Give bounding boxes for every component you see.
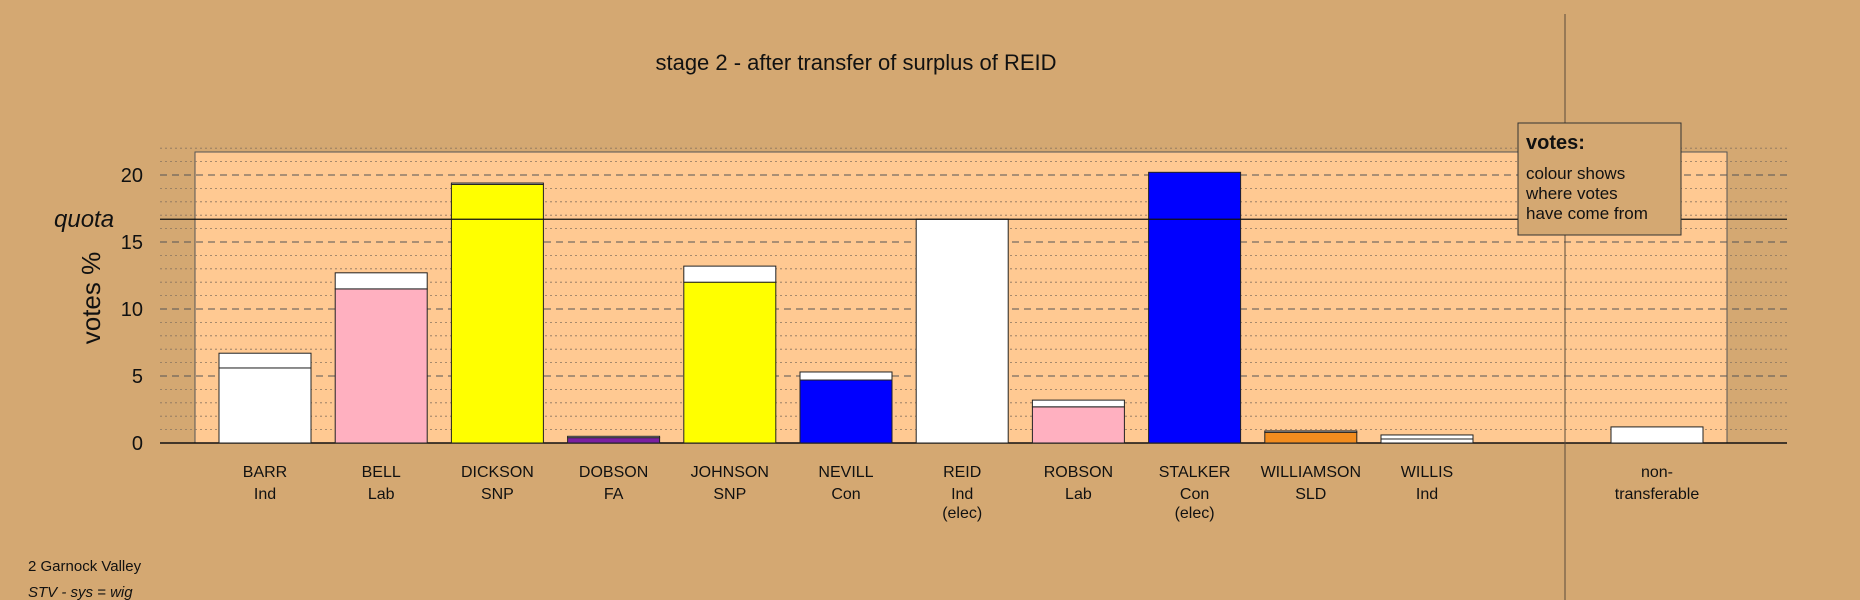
bar-first-preference — [915, 218, 1009, 444]
candidate-name: REID — [943, 464, 981, 481]
legend-box: votes: colour shows where votes have com… — [1517, 122, 1682, 236]
bar-transfer-segment — [1031, 399, 1125, 408]
legend-frame — [1517, 122, 1682, 236]
grid-lines — [160, 147, 1787, 431]
bar-non-transferable — [1610, 426, 1704, 444]
bar-first-preference — [450, 183, 544, 444]
bar-first-preference — [334, 288, 428, 444]
bar-transfer-segment — [1380, 434, 1474, 440]
y-axis-label: votes % — [76, 252, 106, 345]
bar-first-preference — [1031, 406, 1125, 444]
candidate-party: SNP — [481, 486, 514, 503]
candidate-party: Lab — [368, 486, 395, 503]
candidate-party: Con — [1180, 486, 1209, 503]
candidate-name: WILLIS — [1401, 464, 1453, 481]
y-tick-label: 15 — [121, 232, 143, 254]
y-tick-label: 10 — [121, 299, 143, 321]
candidate-party: Ind — [951, 486, 973, 503]
non-transferable-label: non- — [1641, 464, 1673, 481]
candidate-name: WILLIAMSON — [1261, 464, 1361, 481]
candidate-status: (elec) — [1175, 505, 1215, 522]
non-transferable-label: transferable — [1615, 486, 1700, 503]
y-tick-label: 0 — [132, 433, 143, 455]
y-tick-label: 20 — [121, 165, 143, 187]
legend-line: where votes — [1525, 184, 1618, 203]
candidate-party: SNP — [713, 486, 746, 503]
candidate-name: ROBSON — [1044, 464, 1113, 481]
bar-transfer-segment — [683, 265, 777, 283]
bar-first-preference — [567, 437, 661, 444]
candidate-party: Lab — [1065, 486, 1092, 503]
candidate-party: Ind — [254, 486, 276, 503]
candidate-name: DOBSON — [579, 464, 648, 481]
ward-name: 2 Garnock Valley — [28, 558, 142, 575]
candidate-name: NEVILL — [818, 464, 873, 481]
bar-first-preference — [1148, 171, 1242, 444]
bar-transfer-segment — [567, 435, 661, 439]
y-tick-label: 5 — [132, 366, 143, 388]
chart-title: stage 2 - after transfer of surplus of R… — [655, 50, 1056, 75]
candidate-name: BARR — [243, 464, 287, 481]
quota-label: quota — [54, 206, 114, 233]
bar-first-preference — [683, 281, 777, 444]
bar-first-preference — [218, 367, 312, 444]
candidate-name: DICKSON — [461, 464, 534, 481]
system-note: STV - sys = wig — [28, 584, 133, 600]
bars — [218, 171, 1704, 444]
bar-transfer-segment — [218, 352, 312, 369]
candidate-party: Ind — [1416, 486, 1438, 503]
bar-first-preference — [1380, 438, 1474, 444]
bar-transfer-segment — [334, 272, 428, 290]
candidate-party: SLD — [1295, 486, 1326, 503]
bar-first-preference — [1264, 431, 1358, 444]
candidate-party: FA — [604, 486, 624, 503]
category-labels: BARR Ind BELL Lab DICKSON SNP DOBSON FA JOHNSON S… — [243, 464, 1700, 522]
candidate-party: Con — [831, 486, 860, 503]
candidate-name: JOHNSON — [691, 464, 769, 481]
bar-first-preference — [799, 379, 893, 444]
bar-transfer-segment — [450, 182, 544, 185]
legend-line: have come from — [1526, 204, 1648, 223]
candidate-name: STALKER — [1159, 464, 1231, 481]
y-axis-ticks: 0 5 10 15 20 — [121, 165, 143, 455]
candidate-status: (elec) — [942, 505, 982, 522]
legend-title: votes: — [1526, 132, 1585, 154]
bar-transfer-segment — [1264, 430, 1358, 433]
legend-line: colour shows — [1526, 164, 1625, 183]
bar-transfer-segment — [799, 371, 893, 381]
candidate-name: BELL — [362, 464, 401, 481]
